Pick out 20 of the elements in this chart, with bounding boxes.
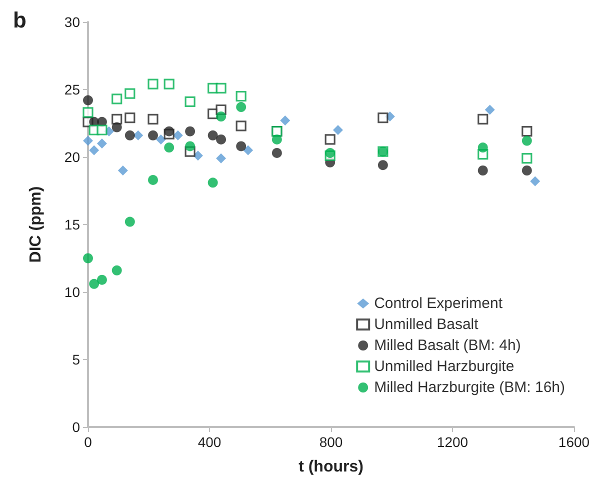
x-tick-label: 1200 bbox=[436, 434, 468, 450]
y-tick-label: 30 bbox=[64, 14, 80, 30]
legend-label: Control Experiment bbox=[374, 295, 504, 312]
y-tick-label: 25 bbox=[64, 82, 80, 98]
y-tick-label: 0 bbox=[72, 419, 80, 435]
x-tick-label: 0 bbox=[84, 434, 92, 450]
y-tick-label: 15 bbox=[64, 216, 80, 232]
x-tick-label: 400 bbox=[198, 434, 222, 450]
x-tick-label: 800 bbox=[319, 434, 343, 450]
y-axis-title: DIC (ppm) bbox=[28, 186, 44, 263]
x-tick-label: 1600 bbox=[558, 434, 590, 450]
legend-label: Unmilled Basalt bbox=[374, 316, 480, 333]
y-tick-label: 20 bbox=[64, 149, 80, 165]
legend-label: Milled Basalt (BM: 4h) bbox=[374, 337, 521, 354]
y-tick-label: 5 bbox=[72, 352, 80, 368]
legend-label: Milled Harzburgite (BM: 16h) bbox=[374, 379, 566, 396]
legend-label: Unmilled Harzburgite bbox=[374, 358, 514, 375]
y-tick-label: 10 bbox=[64, 284, 80, 300]
x-axis-title: t (hours) bbox=[298, 458, 364, 476]
chart-title: b bbox=[13, 8, 26, 32]
